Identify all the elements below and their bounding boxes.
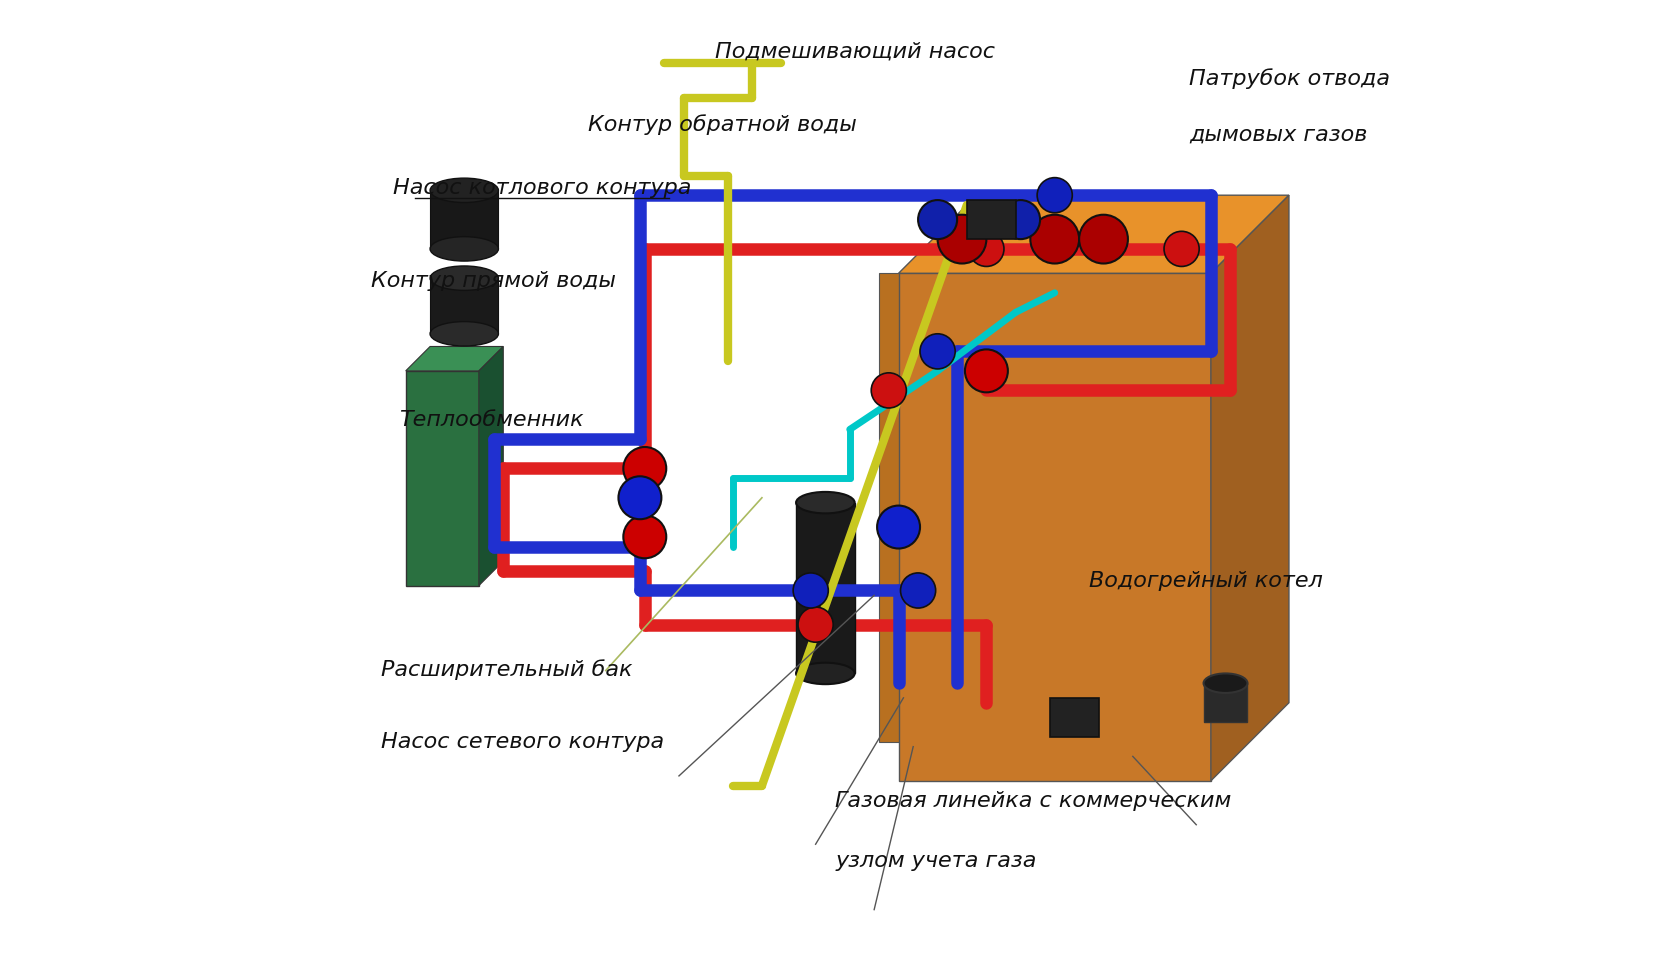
Text: Теплообменник: Теплообменник [398, 410, 583, 429]
Circle shape [877, 506, 921, 549]
Circle shape [937, 215, 986, 264]
Ellipse shape [796, 492, 855, 513]
Bar [968, 200, 1016, 239]
Polygon shape [430, 278, 499, 334]
Polygon shape [879, 273, 937, 742]
Circle shape [1037, 178, 1072, 213]
Circle shape [1079, 215, 1127, 264]
Circle shape [793, 573, 828, 608]
Polygon shape [899, 195, 1289, 273]
Text: Патрубок отвода: Патрубок отвода [1189, 68, 1391, 89]
Ellipse shape [430, 236, 499, 261]
Circle shape [623, 447, 667, 490]
Circle shape [1030, 215, 1079, 264]
Polygon shape [1211, 195, 1289, 781]
Circle shape [969, 231, 1005, 266]
Text: Контур прямой воды: Контур прямой воды [371, 271, 617, 291]
Ellipse shape [1203, 673, 1248, 693]
Text: дымовых газов: дымовых газов [1189, 125, 1368, 144]
Circle shape [872, 373, 907, 408]
Polygon shape [796, 503, 855, 673]
Circle shape [1164, 231, 1200, 266]
Circle shape [900, 573, 936, 608]
Text: Насос сетевого контура: Насос сетевого контура [381, 732, 664, 752]
Polygon shape [430, 190, 499, 249]
Text: Водогрейный котел: Водогрейный котел [1089, 571, 1322, 590]
Polygon shape [1205, 683, 1247, 722]
Text: Насос котлового контура: Насос котлового контура [393, 178, 692, 197]
Polygon shape [479, 346, 504, 586]
Polygon shape [405, 371, 479, 586]
Ellipse shape [430, 178, 499, 202]
Text: Газовая линейка с коммерческим: Газовая линейка с коммерческим [835, 791, 1231, 810]
Circle shape [618, 476, 662, 519]
Ellipse shape [430, 321, 499, 346]
Text: Контур обратной воды: Контур обратной воды [588, 114, 857, 135]
Circle shape [964, 349, 1008, 392]
Polygon shape [899, 273, 1211, 781]
Text: узлом учета газа: узлом учета газа [835, 851, 1037, 871]
Circle shape [1001, 200, 1040, 239]
Ellipse shape [796, 663, 855, 684]
Circle shape [798, 607, 833, 642]
Polygon shape [405, 346, 504, 371]
Text: Подмешивающий насос: Подмешивающий насос [714, 42, 995, 61]
Ellipse shape [430, 265, 499, 291]
Bar [1050, 698, 1099, 737]
Circle shape [623, 515, 667, 558]
Text: Расширительный бак: Расширительный бак [381, 659, 633, 679]
Circle shape [921, 334, 956, 369]
Circle shape [917, 200, 958, 239]
